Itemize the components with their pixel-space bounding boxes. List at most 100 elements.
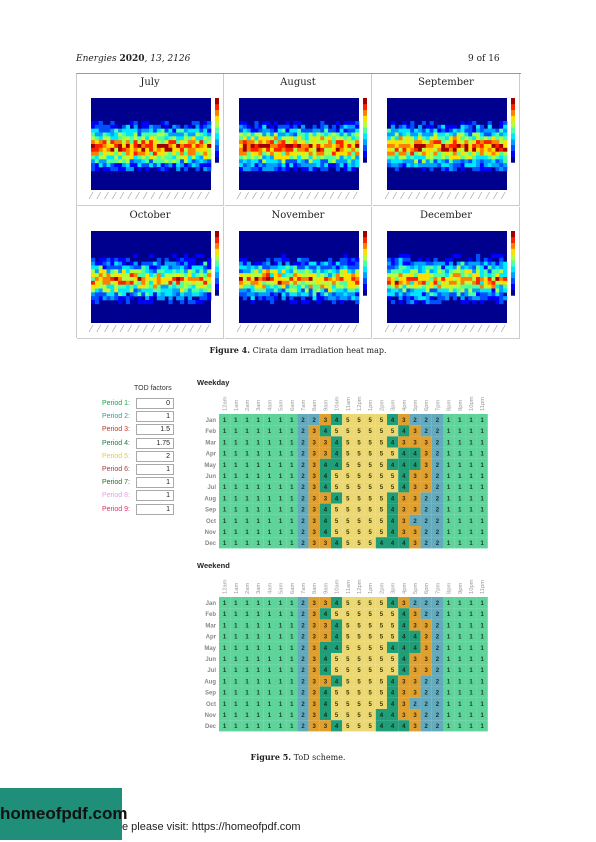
tod-factor-input[interactable]: 0 [136,398,174,409]
tod-cell [319,526,331,538]
tod-cell [241,709,253,721]
tod-factor-input[interactable]: 1 [136,464,174,475]
tod-cell [454,619,466,631]
tod-cell-value: 1 [469,646,473,652]
tod-cell [342,597,354,609]
tod-cell [398,664,410,676]
tod-cell [219,720,231,732]
tod-cell-value: 3 [313,440,317,446]
tod-cell [398,608,410,620]
tod-cell-value: 1 [290,679,294,685]
tod-cell [263,653,275,665]
tod-cell [353,537,365,549]
tod-cell-value: 1 [268,724,272,730]
tod-cell [398,720,410,732]
visit-link[interactable]: e please visit: https://homeofpdf.com [122,821,301,833]
tod-cell [219,447,231,459]
tod-cell-value: 1 [447,440,451,446]
tod-cell-value: 2 [301,508,305,514]
tod-cell [420,514,432,526]
tod-cell [252,653,264,665]
tod-cell-value: 1 [290,508,294,514]
tod-cell [375,641,387,653]
tod-cell-value: 1 [279,702,283,708]
tod-period-row: Period 3: 1.5 [100,424,190,437]
tod-cell [420,608,432,620]
tod-cell-value: 1 [223,679,227,685]
tod-cell-value: 1 [268,541,272,547]
tod-cell [308,492,320,504]
tod-cell [454,470,466,482]
tod-cell [398,526,410,538]
tod-cell [241,720,253,732]
tod-cell-value: 1 [257,530,261,536]
tod-factor-input[interactable]: 2 [136,450,174,462]
tod-cell-value: 1 [268,646,272,652]
tod-cell-value: 1 [458,541,462,547]
tod-factor-input[interactable]: 1 [136,503,174,515]
tod-cell-value: 2 [436,724,440,730]
tod-cell-value: 3 [402,519,406,525]
tod-cell-value: 2 [436,440,440,446]
tod-cell-value: 5 [357,657,361,663]
tod-factor-input[interactable]: 1 [136,477,174,489]
tod-cell-value: 2 [436,612,440,618]
tod-cell-value: 1 [257,463,261,469]
tod-cell-value: 2 [425,519,429,525]
tod-cell-value: 1 [257,679,261,685]
tod-cell [454,675,466,687]
tod-cell-value: 1 [469,679,473,685]
tod-cell-value: 1 [290,623,294,629]
tod-cell [409,425,421,437]
tod-cell [443,514,455,526]
tod-cell [476,608,488,620]
tod-cell-value: 1 [469,724,473,730]
tod-cell-value: 4 [402,485,406,491]
tod-cell-value: 5 [391,635,395,641]
tod-cell-value: 1 [481,724,485,730]
tod-cell-value: 1 [469,691,473,697]
tod-factor-input[interactable]: 1.75 [136,437,174,449]
tod-factor-input[interactable]: 1.5 [136,424,174,436]
tod-cell-value: 1 [257,601,261,607]
tod-cell [409,447,421,459]
tod-cell-value: 2 [436,601,440,607]
tod-cell-value: 1 [257,452,261,458]
tod-cell [286,608,298,620]
tod-cell-value: 3 [425,485,429,491]
tod-cell [387,526,399,538]
tod-period-row: Period 1: 0 [100,398,190,411]
tod-cell [476,537,488,549]
tod-cell [398,470,410,482]
tod-cell [454,481,466,493]
tod-cell [219,425,231,437]
tod-cell-value: 3 [313,519,317,525]
tod-cell [331,492,343,504]
tod-cell-value: 2 [436,691,440,697]
tod-cell-value: 1 [257,623,261,629]
tod-cell [364,503,376,515]
tod-cell-value: 1 [268,519,272,525]
tod-cell-value: 5 [380,635,384,641]
tod-cell-value: 5 [369,429,373,435]
tod-factor-input[interactable]: 1 [136,411,174,423]
tod-cell [364,492,376,504]
tod-cell-value: 1 [257,702,261,708]
tod-factor-input[interactable]: 1 [136,490,174,502]
tod-cell [297,686,309,698]
tod-cell-value: 2 [301,691,305,697]
tod-cell-value: 4 [402,541,406,547]
tod-cell-value: 1 [447,646,451,652]
tod-cell [420,664,432,676]
tod-cell [398,503,410,515]
tod-cell [476,470,488,482]
tod-cell-value: 1 [447,724,451,730]
tod-cell-value: 1 [290,691,294,697]
tod-cell-value: 5 [346,496,350,502]
tod-cell-value: 5 [357,679,361,685]
tod-cell-value: 2 [425,508,429,514]
month-tick-label: Mar [205,623,216,629]
tod-cell [275,526,287,538]
hour-tick-label: 8am [312,400,318,411]
site-logo[interactable]: homeofpdf.com [0,788,128,840]
